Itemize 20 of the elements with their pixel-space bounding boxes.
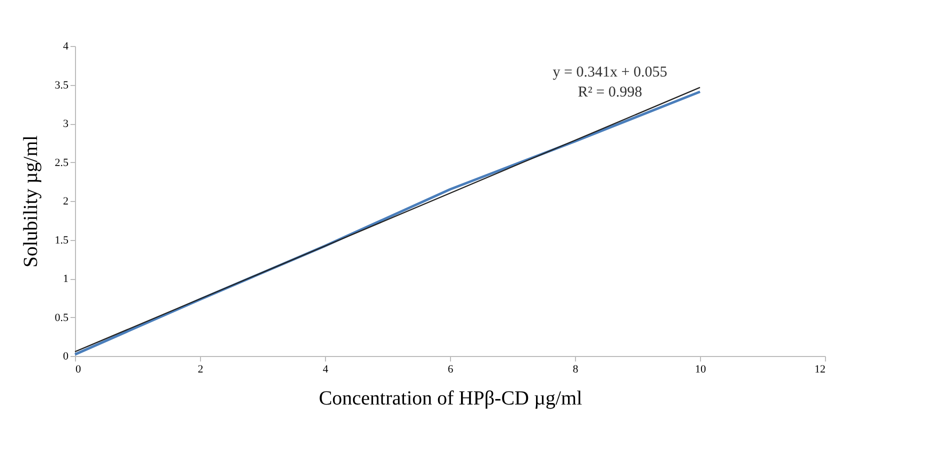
y-tick-label: 1.5: [54, 234, 69, 246]
y-axis-title: Solubility µg/ml: [20, 135, 42, 268]
y-tick-label: 2.5: [54, 156, 69, 169]
y-tick-label: 2: [63, 196, 68, 208]
x-tick-label: 12: [814, 364, 826, 376]
y-tick-label: 4: [63, 40, 69, 52]
x-tick-label: 2: [198, 364, 204, 376]
y-tick-label: 0: [63, 350, 69, 362]
y-tick-label: 1: [63, 273, 68, 285]
x-tick-label: 4: [322, 364, 329, 376]
x-tick-label: 10: [695, 364, 706, 376]
x-tick-label: 0: [76, 364, 82, 376]
y-tick-label: 0.5: [54, 312, 69, 324]
annotation: R² = 0.998: [578, 84, 642, 100]
x-axis-title: Concentration of HPβ-CD µg/ml: [318, 388, 583, 410]
y-tick-label: 3.5: [54, 79, 69, 92]
x-tick-label: 8: [572, 364, 579, 376]
annotation: y = 0.341x + 0.055: [552, 64, 668, 80]
y-tick-label: 3: [63, 118, 69, 130]
x-tick-label: 6: [448, 364, 454, 376]
